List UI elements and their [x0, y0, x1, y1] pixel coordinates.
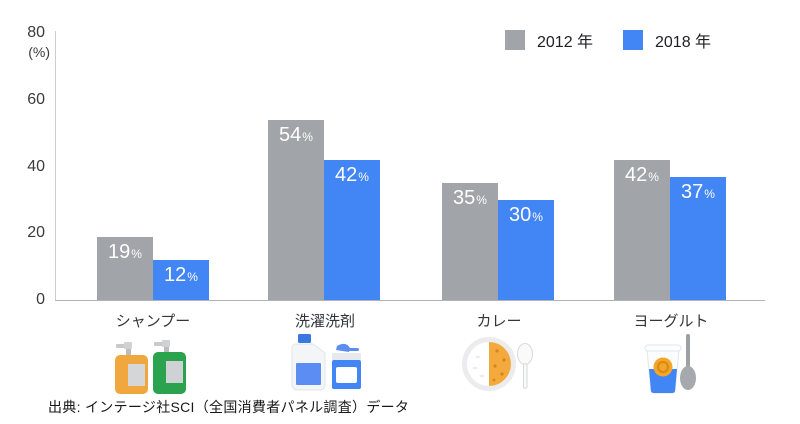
bar-value-label: 12% [164, 264, 198, 286]
bar-value-label: 35% [453, 187, 487, 209]
y-tick-40: 40 [27, 157, 45, 175]
bar-value-label: 19% [108, 241, 142, 263]
y-axis-unit-label: (%) [28, 44, 50, 60]
x-axis-line [55, 300, 765, 301]
legend-item-2012: 2012 年 [505, 28, 593, 52]
bar-value-label: 30% [509, 204, 543, 226]
shampoo-bottles-icon [115, 333, 191, 395]
legend-label-2018: 2018 年 [655, 34, 712, 51]
bar-2018-cat2: 30% [498, 200, 554, 300]
legend-label-2012: 2012 年 [537, 34, 594, 51]
legend-swatch-2012 [505, 30, 525, 50]
category-label-shampoo: シャンプー [115, 313, 191, 330]
category-label-yogurt: ヨーグルト [633, 313, 709, 330]
bar-value-label: 37% [681, 181, 715, 203]
bar-2012-cat3: 42% [614, 160, 670, 300]
legend-item-2018: 2018 年 [623, 28, 711, 52]
legend-swatch-2018 [623, 30, 643, 50]
y-tick-20: 20 [27, 224, 45, 242]
y-tick-60: 60 [27, 90, 45, 108]
bar-2018-cat3: 37% [670, 177, 726, 300]
yogurt-cup-icon [633, 333, 709, 395]
bar-2018-cat1: 42% [324, 160, 380, 300]
bar-2012-cat2: 35% [442, 183, 498, 300]
y-tick-0: 0 [36, 291, 45, 308]
y-axis-line [55, 31, 56, 301]
y-tick-80: 80 [27, 24, 45, 41]
bar-2012-cat0: 19% [97, 237, 153, 300]
bar-value-label: 42% [625, 164, 659, 186]
source-note: 出典: インテージ社SCI（全国消費者パネル調査）データ [48, 399, 410, 415]
category-label-curry: カレー [476, 313, 522, 330]
laundry-detergent-icon [287, 333, 363, 395]
category-label-detergent: 洗濯洗剤 [294, 313, 355, 330]
bar-2018-cat0: 12% [153, 260, 209, 300]
curry-plate-icon [461, 333, 537, 395]
bar-value-label: 42% [335, 164, 369, 186]
bar-2012-cat1: 54% [268, 120, 324, 300]
bar-value-label: 54% [279, 124, 313, 146]
